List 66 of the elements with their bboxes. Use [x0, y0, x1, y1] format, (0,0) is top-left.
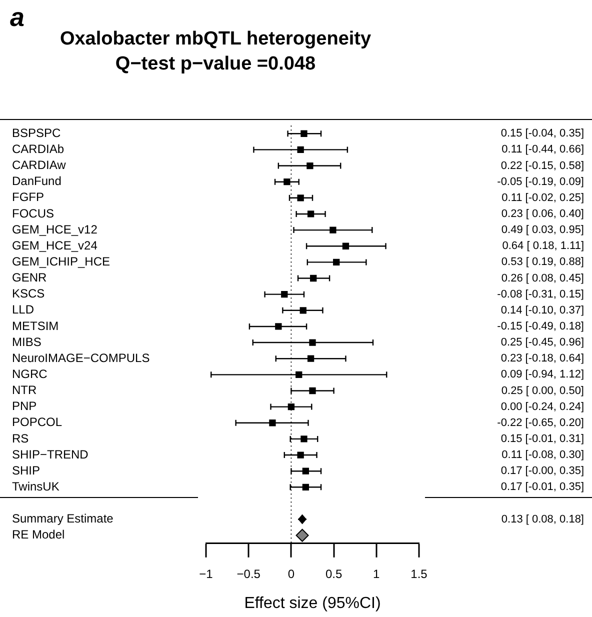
- y-tick-label: KSCS: [12, 286, 45, 301]
- data-label: -0.15 [-0.49, 0.18]: [497, 320, 584, 332]
- y-tick-label: CARDIAb: [12, 142, 64, 156]
- y-tick-label: DanFund: [12, 174, 62, 188]
- x-tick-label: −1: [199, 566, 214, 581]
- y-tick-label: TwinsUK: [12, 479, 60, 494]
- data-label: 0.15 [-0.04, 0.35]: [500, 128, 584, 140]
- y-tick-label: NGRC: [12, 366, 48, 381]
- point: [307, 210, 314, 218]
- y-tick-label: SHIP: [12, 463, 40, 478]
- y-tick-label: FOCUS: [12, 206, 54, 220]
- chart-title: Oxalobacter mbQTL heterogeneity: [60, 28, 372, 50]
- y-tick-label: LLD: [12, 302, 34, 317]
- data-label: 0.17 [-0.01, 0.35]: [500, 481, 584, 494]
- point: [296, 528, 309, 542]
- data-label: -0.05 [-0.19, 0.09]: [497, 176, 584, 188]
- data-label: 0.53 [ 0.19, 0.88]: [501, 256, 584, 268]
- data-label: 0.23 [ 0.06, 0.40]: [501, 208, 584, 220]
- y-tick-label: CARDIAw: [12, 158, 66, 172]
- x-tick-label: −0.5: [236, 566, 261, 581]
- data-label: 0.00 [-0.24, 0.24]: [500, 400, 584, 413]
- y-tick-label: GEM_ICHIP_HCE: [12, 254, 110, 268]
- data-label: 0.11 [-0.08, 0.30]: [502, 449, 584, 462]
- data-label: 0.14 [-0.10, 0.37]: [500, 304, 584, 316]
- chart-subtitle: Q−test p−value =0.048: [115, 53, 316, 74]
- y-tick-label: BSPSPC: [12, 126, 62, 140]
- x-axis-title: Effect size (95%CI): [244, 594, 381, 612]
- data-label: 0.11 [-0.44, 0.66]: [502, 144, 584, 156]
- x-tick-label: 1.5: [410, 566, 428, 581]
- data-label: 0.11 [-0.02, 0.25]: [502, 192, 584, 204]
- y-tick-label: POPCOL: [12, 415, 62, 430]
- data-label: 0.09 [-0.94, 1.12]: [500, 368, 584, 381]
- x-tick-label: 0.5: [325, 566, 342, 581]
- data-label: 0.25 [-0.45, 0.96]: [500, 336, 584, 349]
- y-tick-label: RS: [12, 431, 29, 446]
- text: 0.13 [ 0.08, 0.18]: [501, 513, 584, 526]
- point: [297, 452, 304, 458]
- y-tick-label: METSIM: [12, 318, 59, 333]
- data-label: -0.08 [-0.31, 0.15]: [497, 288, 584, 300]
- data-label: 0.15 [-0.01, 0.31]: [500, 432, 584, 445]
- y-tick-label: GEM_HCE_v24: [12, 238, 98, 252]
- point: [275, 323, 282, 330]
- x-tick-label: 1: [373, 566, 380, 581]
- data-label: 0.26 [ 0.08, 0.45]: [501, 272, 584, 284]
- point: [330, 226, 336, 234]
- data-label: 0.64 [ 0.18, 1.11]: [502, 240, 584, 252]
- point: [309, 339, 316, 346]
- data-label: 0.25 [ 0.00, 0.50]: [501, 384, 584, 397]
- point: [300, 436, 308, 442]
- data-label: -0.22 [-0.65, 0.20]: [497, 416, 584, 429]
- data-label: 0.22 [-0.15, 0.58]: [500, 160, 584, 172]
- data-label: 0.23 [-0.18, 0.64]: [500, 352, 584, 365]
- data-label: 0.17 [-0.00, 0.35]: [500, 465, 584, 478]
- y-tick-label: NTR: [12, 383, 37, 398]
- y-tick-label: SHIP−TREND: [12, 447, 89, 462]
- y-tick-label: GENR: [12, 270, 48, 285]
- text: a: [10, 2, 24, 32]
- y-tick-label: NeuroIMAGE−COMPULS: [12, 350, 150, 365]
- data-label: 0.49 [ 0.03, 0.95]: [501, 224, 584, 236]
- x-tick-label: 0: [288, 566, 295, 581]
- y-tick-label: MIBS: [12, 334, 42, 349]
- y-tick-label: RE Model: [12, 528, 65, 542]
- y-tick-label: Summary Estimate: [12, 512, 114, 526]
- y-tick-label: GEM_HCE_v12: [12, 222, 98, 236]
- y-tick-label: PNP: [12, 399, 37, 414]
- y-tick-label: FGFP: [12, 190, 44, 204]
